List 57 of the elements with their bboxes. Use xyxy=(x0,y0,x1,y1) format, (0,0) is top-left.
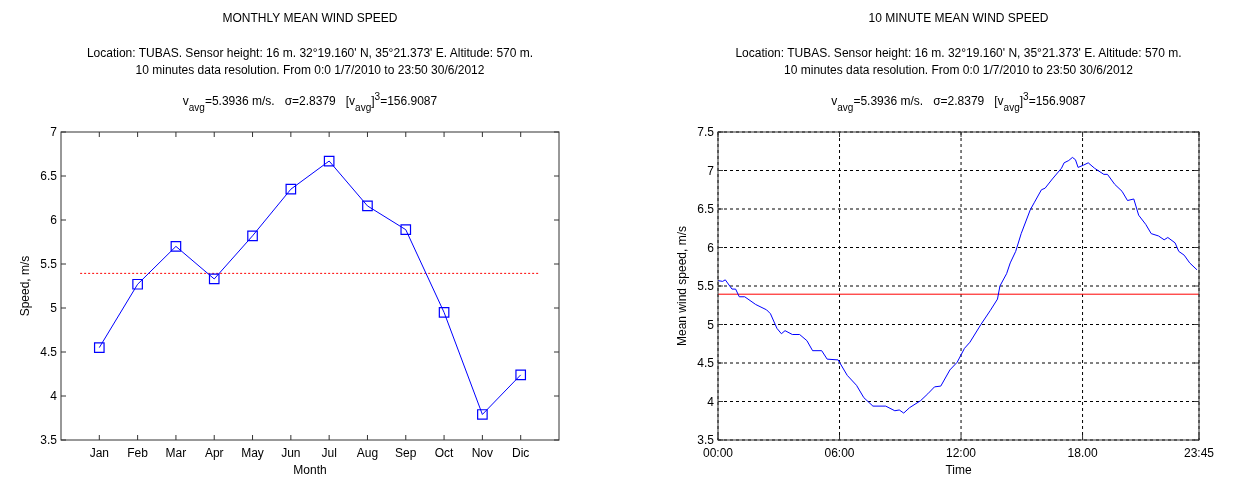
point xyxy=(323,155,335,167)
x-tick-label: Mar xyxy=(165,446,187,460)
text: v$_{avg}$=5.3936 m/s. σ=2.8379 [v$_{avg}$]$^{3}$=156.9087 xyxy=(182,90,438,113)
line-series xyxy=(717,156,1198,414)
x-axis-title: Month xyxy=(293,463,327,477)
x-tick-label: May xyxy=(241,446,264,460)
point xyxy=(247,230,258,242)
x-tick-label: Nov xyxy=(471,446,494,460)
point xyxy=(400,224,412,236)
y-tick-label: 4.5 xyxy=(40,345,58,359)
point xyxy=(477,409,488,420)
y-tick-label: 4 xyxy=(50,389,58,403)
y-tick-label: 7 xyxy=(707,163,715,178)
y-tick-label: 3.5 xyxy=(40,433,58,447)
x-tick-label: Jun xyxy=(281,446,301,460)
y-tick-label: 4 xyxy=(707,394,715,409)
y-tick-label: 6.5 xyxy=(697,202,715,216)
y-axis-title: Mean wind speed, m/s xyxy=(675,225,689,347)
x-tick-label: Sep xyxy=(395,446,417,460)
chart-title: MONTHLY MEAN WIND SPEED xyxy=(222,11,398,25)
x-tick-label: Apr xyxy=(204,446,224,460)
x-tick-label: 18.00 xyxy=(1067,446,1098,460)
y-tick-label: 6.5 xyxy=(40,169,58,183)
x-tick-label: 06:00 xyxy=(824,446,855,460)
x-tick-label: Feb xyxy=(127,446,149,460)
x-tick-label: Oct xyxy=(434,446,455,460)
x-tick-label: 23:45 xyxy=(1183,446,1215,460)
x-tick-label: Dic xyxy=(512,446,530,460)
y-tick-label: 6 xyxy=(50,213,58,227)
x-tick-label: Jan xyxy=(89,446,109,460)
x-axis-title: Time xyxy=(945,463,972,477)
y-tick-label: 7 xyxy=(50,125,58,139)
y-tick-label: 3.5 xyxy=(697,433,715,447)
x-tick-label: 00:00 xyxy=(702,446,734,460)
point xyxy=(208,273,220,285)
y-tick-label: 7.5 xyxy=(697,125,715,139)
text: v$_{avg}$=5.3936 m/s. σ=2.8379 [v$_{avg}$]$^{3}$=156.9087 xyxy=(831,90,1087,113)
y-tick-label: 5.5 xyxy=(40,257,58,271)
chart-title: 10 MINUTE MEAN WIND SPEED xyxy=(868,11,1049,25)
point xyxy=(285,183,297,195)
y-tick-label: 5 xyxy=(50,301,58,315)
point xyxy=(170,241,182,252)
y-axis-title: Speed, m/s xyxy=(18,255,32,317)
y-tick-label: 4.5 xyxy=(697,356,715,370)
point xyxy=(132,278,143,290)
point xyxy=(438,307,450,318)
y-tick-label: 6 xyxy=(707,240,715,255)
x-tick-label: 12:00 xyxy=(946,446,977,460)
x-tick-label: Aug xyxy=(356,446,379,460)
y-tick-label: 5.5 xyxy=(697,279,715,293)
point xyxy=(515,369,527,381)
point xyxy=(362,200,373,212)
y-tick-label: 5 xyxy=(707,317,715,332)
x-tick-label: Jul xyxy=(321,446,337,460)
chart-subtitle: Location: TUBAS. Sensor height: 16 m. 32°19.160' N, 35°21.373' E. Altitude: 570 m. 10 minutes data resolution. From 0:0 1/7/2010 to 23:50 30/6/2012 xyxy=(86,46,534,77)
point xyxy=(93,342,105,353)
chart-subtitle: Location: TUBAS. Sensor height: 16 m. 32°19.160' N, 35°21.373' E. Altitude: 570 m. 10 minutes data resolution. From 0:0 1/7/2010 to 23:50 30/6/2012 xyxy=(735,46,1182,77)
